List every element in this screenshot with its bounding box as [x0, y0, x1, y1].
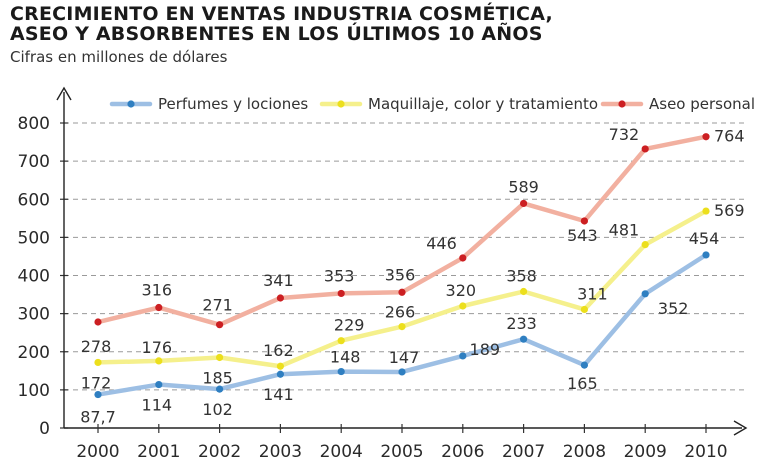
data-point — [641, 241, 649, 249]
x-tick-label: 2008 — [563, 442, 606, 462]
data-point — [459, 254, 467, 262]
x-tick-label: 2009 — [624, 442, 667, 462]
x-tick-label: 2004 — [320, 442, 363, 462]
data-point — [155, 303, 163, 312]
data-point — [520, 199, 528, 208]
data-point — [641, 145, 649, 153]
data-label: 147 — [389, 348, 420, 367]
legend-label: Maquillaje, color y tratamiento — [368, 95, 598, 113]
data-point — [398, 288, 406, 296]
y-axis-arrow — [56, 86, 72, 101]
legend-label: Aseo personal — [649, 95, 755, 113]
y-tick-label: 300 — [18, 305, 50, 325]
data-label: 266 — [385, 303, 416, 322]
data-label: 148 — [330, 348, 361, 367]
chart-title-line-2: ASEO Y ABSORBENTES EN LOS ÚLTIMOS 10 AÑO… — [10, 23, 543, 45]
data-point — [94, 358, 102, 367]
data-point — [459, 302, 467, 310]
data-label: 114 — [142, 396, 173, 415]
data-label: 543 — [567, 226, 598, 245]
y-tick-label: 0 — [39, 419, 50, 439]
data-point — [459, 352, 467, 360]
data-label: 481 — [609, 221, 640, 240]
x-tick-label: 2010 — [684, 442, 727, 462]
data-label: 311 — [577, 284, 608, 303]
data-label: 102 — [202, 400, 233, 419]
data-point — [702, 207, 710, 215]
data-label: 189 — [470, 340, 501, 359]
data-label: 341 — [263, 271, 294, 290]
data-point — [520, 287, 528, 296]
data-label: 229 — [334, 316, 365, 335]
data-label: 353 — [324, 266, 355, 285]
legend-swatch-marker — [618, 100, 626, 108]
data-label: 271 — [202, 296, 233, 315]
x-tick-label: 2003 — [259, 442, 302, 462]
data-point — [398, 368, 406, 376]
data-point — [580, 305, 589, 314]
data-label: 454 — [689, 229, 720, 248]
x-tick-label: 2000 — [76, 442, 119, 462]
data-point — [276, 370, 284, 378]
y-tick-label: 700 — [18, 152, 50, 172]
data-point — [216, 385, 224, 393]
y-tick-label: 800 — [18, 114, 50, 134]
data-point — [155, 380, 163, 389]
data-label: 320 — [446, 281, 477, 300]
data-label: 352 — [658, 299, 689, 318]
chart-title: CRECIMIENTO EN VENTAS INDUSTRIA COSMÉTIC… — [10, 4, 553, 44]
data-label: 356 — [385, 265, 416, 284]
data-point — [702, 133, 710, 141]
legend-swatch-marker — [337, 100, 345, 108]
data-point — [337, 367, 345, 376]
data-label: 233 — [506, 314, 537, 333]
y-tick-label: 500 — [18, 228, 50, 248]
x-tick-label: 2007 — [502, 442, 545, 462]
data-label: 358 — [506, 267, 537, 286]
x-axis-arrow — [733, 420, 748, 436]
data-point — [155, 357, 163, 365]
data-point — [276, 362, 284, 370]
chart-title-line-1: CRECIMIENTO EN VENTAS INDUSTRIA COSMÉTIC… — [10, 3, 553, 25]
data-point — [216, 353, 224, 362]
data-label: 141 — [263, 385, 294, 404]
data-point — [702, 251, 710, 259]
data-label: 446 — [426, 234, 457, 253]
data-label: 278 — [81, 337, 112, 356]
data-label: 185 — [202, 368, 233, 387]
data-point — [398, 322, 406, 331]
data-label: 172 — [81, 373, 112, 392]
chart-subtitle: Cifras en millones de dólares — [10, 48, 228, 66]
data-point — [641, 290, 649, 298]
data-label: 764 — [714, 127, 745, 146]
data-label: 569 — [714, 201, 745, 220]
y-tick-label: 400 — [18, 267, 50, 287]
data-label: 87,7 — [80, 408, 116, 427]
x-tick-label: 2001 — [137, 442, 180, 462]
data-label: 165 — [567, 374, 598, 393]
data-label: 732 — [609, 125, 640, 144]
x-tick-label: 2005 — [380, 442, 423, 462]
data-point — [216, 321, 224, 329]
y-tick-label: 600 — [18, 190, 50, 210]
data-point — [276, 294, 284, 302]
legend-swatch-marker — [127, 100, 135, 108]
data-label: 589 — [508, 177, 539, 196]
data-point — [337, 289, 345, 298]
legend-label: Perfumes y lociones — [158, 95, 308, 113]
x-tick-label: 2006 — [441, 442, 484, 462]
data-point — [520, 335, 528, 343]
data-label: 162 — [263, 341, 294, 360]
y-tick-label: 200 — [18, 343, 50, 363]
data-point — [94, 390, 102, 399]
data-point — [580, 217, 589, 225]
y-tick-label: 100 — [18, 381, 50, 401]
data-label: 176 — [142, 338, 173, 357]
data-point — [94, 318, 102, 326]
x-tick-label: 2002 — [198, 442, 241, 462]
data-label: 316 — [142, 281, 173, 300]
data-point — [580, 361, 589, 369]
data-point — [337, 337, 345, 345]
